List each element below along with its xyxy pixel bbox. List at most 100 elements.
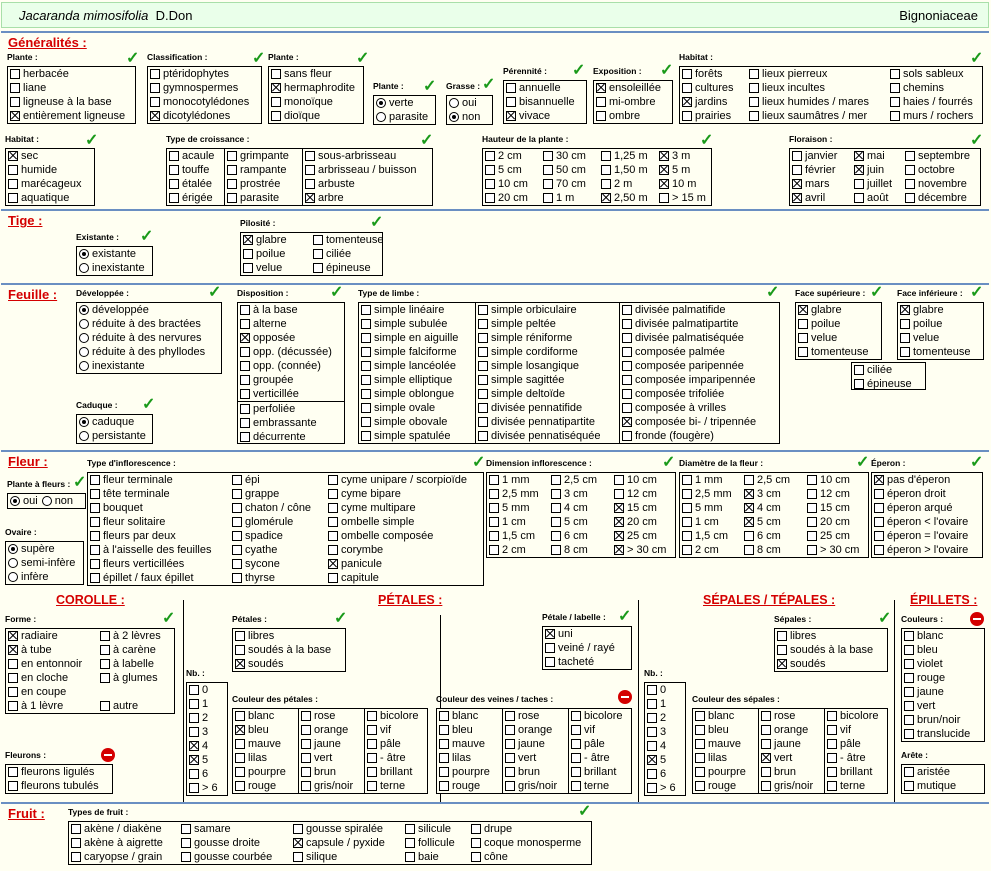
checkbox[interactable] xyxy=(647,727,657,737)
fleur-inflorescence-option[interactable]: sycone xyxy=(230,557,326,571)
gen-plante-option[interactable]: herbacée xyxy=(8,67,125,81)
fleur-nb-sepales-option[interactable]: 4 xyxy=(645,739,676,753)
checkbox[interactable] xyxy=(293,824,303,834)
fleur-couleur-petales-option[interactable]: lilas xyxy=(233,751,299,765)
checkbox[interactable] xyxy=(622,319,632,329)
feuille-limbe-option[interactable]: composée paripennée xyxy=(620,359,780,373)
fleur-couleurs-epillets-option[interactable]: bleu xyxy=(902,643,970,657)
checkbox[interactable] xyxy=(235,767,245,777)
checkbox[interactable] xyxy=(100,673,110,683)
checkbox[interactable] xyxy=(243,249,253,259)
checkbox[interactable] xyxy=(405,824,415,834)
feuille-limbe-option[interactable]: divisée palmatiséquée xyxy=(620,331,780,345)
gen-hauteur-option[interactable]: 2 cm xyxy=(483,149,541,163)
feuille-developpee-option[interactable]: développée xyxy=(77,303,205,317)
fleur-inflorescence-option[interactable]: chaton / cône xyxy=(230,501,326,515)
gen-classification-option[interactable]: monocotylédones xyxy=(148,95,249,109)
gen-habitat-option[interactable]: prairies xyxy=(680,109,747,123)
fleur-nb-petales-option[interactable]: 2 xyxy=(187,711,218,725)
feuille-limbe-option[interactable]: simple oblongue xyxy=(359,387,476,401)
fleur-couleur-sepales-option[interactable]: pâle xyxy=(825,737,887,751)
checkbox[interactable] xyxy=(189,685,199,695)
gen-floraison-option[interactable]: juin xyxy=(852,163,903,177)
checkbox[interactable] xyxy=(551,475,561,485)
fleur-couleur-veines-option[interactable]: mauve xyxy=(437,737,503,751)
checkbox[interactable] xyxy=(614,489,624,499)
fleur-nb-petales-option[interactable]: 3 xyxy=(187,725,218,739)
checkbox[interactable] xyxy=(90,545,100,555)
fleur-inflorescence-option[interactable]: fleur terminale xyxy=(88,473,230,487)
checkbox[interactable] xyxy=(890,83,900,93)
checkbox[interactable] xyxy=(505,753,515,763)
checkbox[interactable] xyxy=(235,645,245,655)
checkbox[interactable] xyxy=(807,517,817,527)
fleur-dim-inflo-option[interactable]: 3 cm xyxy=(549,487,612,501)
checkbox[interactable] xyxy=(90,503,100,513)
fleur-couleur-petales-option[interactable]: brun xyxy=(299,765,365,779)
checkbox[interactable] xyxy=(854,165,864,175)
fleur-eperon-option[interactable]: pas d'éperon xyxy=(872,473,968,487)
fleur-dim-inflo-option[interactable]: 2,5 cm xyxy=(549,473,612,487)
gen-habitat-option[interactable]: lieux saumâtres / mer xyxy=(747,109,888,123)
checkbox[interactable] xyxy=(571,711,581,721)
checkbox[interactable] xyxy=(478,417,488,427)
checkbox[interactable] xyxy=(235,631,245,641)
checkbox[interactable] xyxy=(874,517,884,527)
checkbox[interactable] xyxy=(271,111,281,121)
gen-croissance-option[interactable]: rampante xyxy=(225,163,303,177)
gen-hauteur-option[interactable]: 2 m xyxy=(599,177,657,191)
checkbox[interactable] xyxy=(744,517,754,527)
fleur-couleurs-epillets-option[interactable]: translucide xyxy=(902,727,970,741)
gen-hauteur-option[interactable]: > 15 m xyxy=(657,191,712,205)
checkbox[interactable] xyxy=(305,179,315,189)
feuille-face-sup-option[interactable]: glabre xyxy=(796,303,868,317)
checkbox[interactable] xyxy=(571,753,581,763)
feuille-limbe-option[interactable]: simple losangique xyxy=(476,359,620,373)
feuille-limbe-option[interactable]: fronde (fougère) xyxy=(620,429,780,443)
fruit-types-option[interactable]: baie xyxy=(403,850,469,864)
checkbox[interactable] xyxy=(682,111,692,121)
checkbox[interactable] xyxy=(10,97,20,107)
feuille-face-sup-option[interactable]: tomenteuse xyxy=(796,345,868,359)
checkbox[interactable] xyxy=(293,852,303,862)
feuille-developpee-option[interactable]: réduite à des phyllodes xyxy=(77,345,205,359)
fleur-couleur-veines-option[interactable]: bicolore xyxy=(569,709,631,723)
checkbox[interactable] xyxy=(798,333,808,343)
fleur-couleurs-epillets-option[interactable]: rouge xyxy=(902,671,970,685)
checkbox[interactable] xyxy=(506,83,516,93)
checkbox[interactable] xyxy=(328,475,338,485)
fleur-dim-inflo-option[interactable]: 1 mm xyxy=(487,473,549,487)
checkbox[interactable] xyxy=(478,333,488,343)
checkbox[interactable] xyxy=(485,165,495,175)
checkbox[interactable] xyxy=(854,179,864,189)
fleur-dim-inflo-option[interactable]: 2 cm xyxy=(487,543,549,557)
fleur-petales-option[interactable]: soudés à la base xyxy=(233,643,331,657)
checkbox[interactable] xyxy=(505,711,515,721)
checkbox[interactable] xyxy=(647,769,657,779)
checkbox[interactable] xyxy=(8,659,18,669)
fruit-types-option[interactable]: caryopse / grain xyxy=(69,850,179,864)
fleur-couleur-petales-option[interactable]: pâle xyxy=(365,737,427,751)
feuille-face-inf-option[interactable]: poilue xyxy=(898,317,970,331)
checkbox[interactable] xyxy=(545,657,555,667)
fleur-couleur-veines-option[interactable]: pourpre xyxy=(437,765,503,779)
feuille-limbe-option[interactable]: simple lancéolée xyxy=(359,359,476,373)
fleur-couleur-sepales-option[interactable]: orange xyxy=(759,723,825,737)
feuille-limbe-option[interactable]: divisée palmatipartite xyxy=(620,317,780,331)
gen-habitat2-option[interactable]: sec xyxy=(6,149,82,163)
fleur-forme-option[interactable] xyxy=(98,685,174,699)
gen-floraison-option[interactable]: janvier xyxy=(790,149,852,163)
fruit-types-option[interactable]: capsule / pyxide xyxy=(291,836,403,850)
fleur-couleur-petales-option[interactable]: orange xyxy=(299,723,365,737)
fleur-couleur-veines-option[interactable]: blanc xyxy=(437,709,503,723)
checkbox[interactable] xyxy=(240,347,250,357)
feuille-face-inf-option[interactable]: tomenteuse xyxy=(898,345,970,359)
feuille-limbe-option[interactable]: simple subulée xyxy=(359,317,476,331)
checkbox[interactable] xyxy=(150,111,160,121)
checkbox[interactable] xyxy=(361,403,371,413)
checkbox[interactable] xyxy=(478,361,488,371)
checkbox[interactable] xyxy=(807,475,817,485)
checkbox[interactable] xyxy=(695,739,705,749)
fleur-forme-option[interactable]: à tube xyxy=(6,643,98,657)
checkbox[interactable] xyxy=(807,489,817,499)
